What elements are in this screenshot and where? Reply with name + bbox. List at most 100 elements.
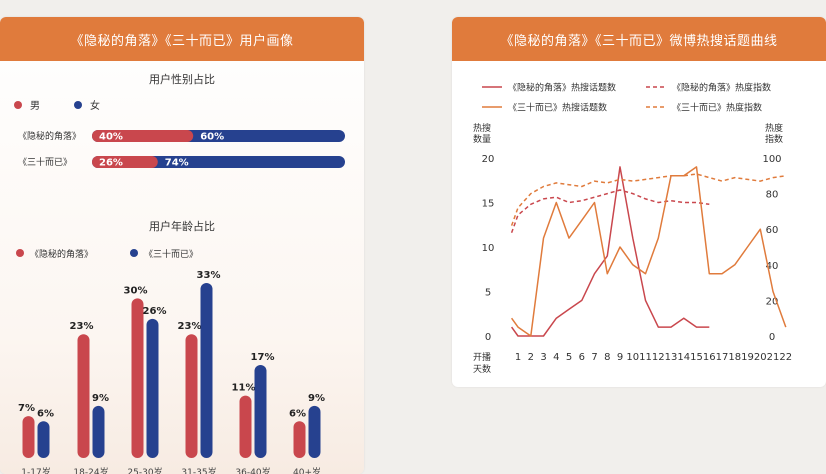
age-bar [92, 405, 105, 458]
age-bar-base [239, 446, 252, 452]
gender-chart-title: 用户性别占比 [149, 72, 215, 86]
x-tick: 17 [716, 352, 729, 363]
y-right-title: 指数 [765, 133, 783, 145]
x-tick: 8 [604, 352, 610, 363]
age-value-label: 6% [289, 408, 306, 419]
x-tick: 3 [540, 352, 546, 363]
x-tick: 1 [515, 352, 521, 363]
age-legend-swatch [130, 249, 138, 257]
y-right-title: 热度 [765, 122, 783, 134]
y-right-tick: 100 [762, 154, 781, 165]
series-line [510, 173, 786, 226]
age-bar-base [92, 446, 105, 452]
hot-search-panel: 《隐秘的角落》《三十而已》微博热搜话题曲线 《隐秘的角落》热搜话题数 《隐秘的角落… [452, 17, 826, 387]
age-bar-base [131, 446, 144, 452]
age-legend-label: 《三十而已》 [144, 248, 198, 260]
age-legend-swatch [16, 249, 24, 257]
x-title: 开播 [473, 351, 491, 363]
age-category-label: 31-35岁 [181, 466, 216, 474]
legend-label-male: 男 [30, 100, 40, 112]
age-bar-base [146, 446, 159, 452]
series-line [510, 166, 787, 337]
age-bar-base [22, 446, 35, 452]
x-tick: 9 [617, 352, 623, 363]
age-bar-base [37, 446, 50, 452]
male-bar [92, 156, 158, 168]
age-value-label: 6% [37, 408, 54, 419]
y-left-tick: 0 [485, 332, 491, 343]
age-value-label: 30% [124, 285, 148, 296]
x-tick: 12 [652, 352, 665, 363]
x-tick: 15 [690, 352, 703, 363]
age-value-label: 33% [197, 270, 221, 281]
y-right-tick: 20 [766, 296, 779, 307]
age-bar [254, 364, 267, 458]
age-category-label: 18-24岁 [73, 466, 108, 474]
age-bar [185, 334, 198, 458]
age-category-label: 25-30岁 [127, 466, 162, 474]
legend-label: 《三十而已》热度指数 [672, 102, 762, 114]
male-pct-label: 40% [99, 132, 123, 143]
y-right-tick: 40 [766, 261, 779, 272]
legend-label: 《隐秘的角落》热度指数 [672, 82, 771, 94]
age-value-label: 7% [18, 403, 35, 414]
x-tick: 4 [553, 352, 559, 363]
age-bar [77, 334, 90, 458]
y-left-title: 热搜 [473, 122, 491, 134]
age-bar-base [293, 446, 306, 452]
gender-row-label: 《隐秘的角落》 [18, 130, 81, 142]
age-value-label: 17% [251, 352, 275, 363]
x-tick: 16 [703, 352, 716, 363]
age-bar-base [254, 446, 267, 452]
y-right-tick: 60 [766, 225, 779, 236]
age-bar [308, 405, 321, 458]
x-tick: 13 [665, 352, 678, 363]
hot-search-title: 《隐秘的角落》《三十而已》微博热搜话题曲线 [452, 17, 826, 61]
age-bar [37, 421, 50, 458]
age-category-label: 1-17岁 [21, 466, 50, 474]
x-tick: 18 [728, 352, 741, 363]
x-tick: 19 [741, 352, 754, 363]
age-bar-base [185, 446, 198, 452]
legend-swatch-female [74, 101, 82, 109]
x-tick: 10 [626, 352, 639, 363]
y-left-tick: 15 [482, 199, 495, 210]
x-tick: 6 [579, 352, 585, 363]
hot-search-line-chart: 《隐秘的角落》热搜话题数 《隐秘的角落》热度指数《三十而已》热搜话题数 《三十而已》… [473, 82, 792, 376]
age-value-label: 11% [232, 383, 256, 394]
male-pct-label: 26% [99, 158, 123, 169]
x-tick: 22 [779, 352, 792, 363]
age-bar [200, 283, 213, 458]
age-bar-base [308, 446, 321, 452]
male-bar [92, 130, 194, 142]
x-tick: 5 [566, 352, 572, 363]
age-value-label: 26% [143, 306, 167, 317]
age-legend-label: 《隐秘的角落》 [30, 248, 93, 260]
x-tick: 20 [754, 352, 767, 363]
y-left-title: 数量 [473, 133, 491, 145]
legend-label-female: 女 [90, 99, 100, 112]
y-left-tick: 5 [485, 288, 491, 299]
x-tick: 14 [677, 352, 690, 363]
age-value-label: 9% [308, 393, 325, 404]
series-line [510, 166, 710, 337]
age-value-label: 9% [92, 393, 109, 404]
x-tick: 21 [767, 352, 780, 363]
x-tick: 2 [528, 352, 534, 363]
age-bar [146, 318, 159, 458]
female-pct-label: 74% [165, 158, 189, 169]
gender-row-label: 《三十而已》 [18, 156, 72, 168]
legend-label: 《三十而已》热搜话题数 [508, 102, 607, 114]
age-bar [293, 421, 306, 458]
y-left-tick: 20 [482, 154, 495, 165]
age-bar [131, 298, 144, 458]
user-profile-title: 《隐秘的角落》《三十而已》用户画像 [0, 17, 364, 61]
age-bar-base [77, 446, 90, 452]
age-bar-base [200, 446, 213, 452]
x-tick: 11 [639, 352, 652, 363]
legend-swatch-male [14, 101, 22, 109]
age-value-label: 23% [178, 321, 202, 332]
age-value-label: 23% [70, 321, 94, 332]
age-category-label: 40+岁 [293, 466, 321, 474]
